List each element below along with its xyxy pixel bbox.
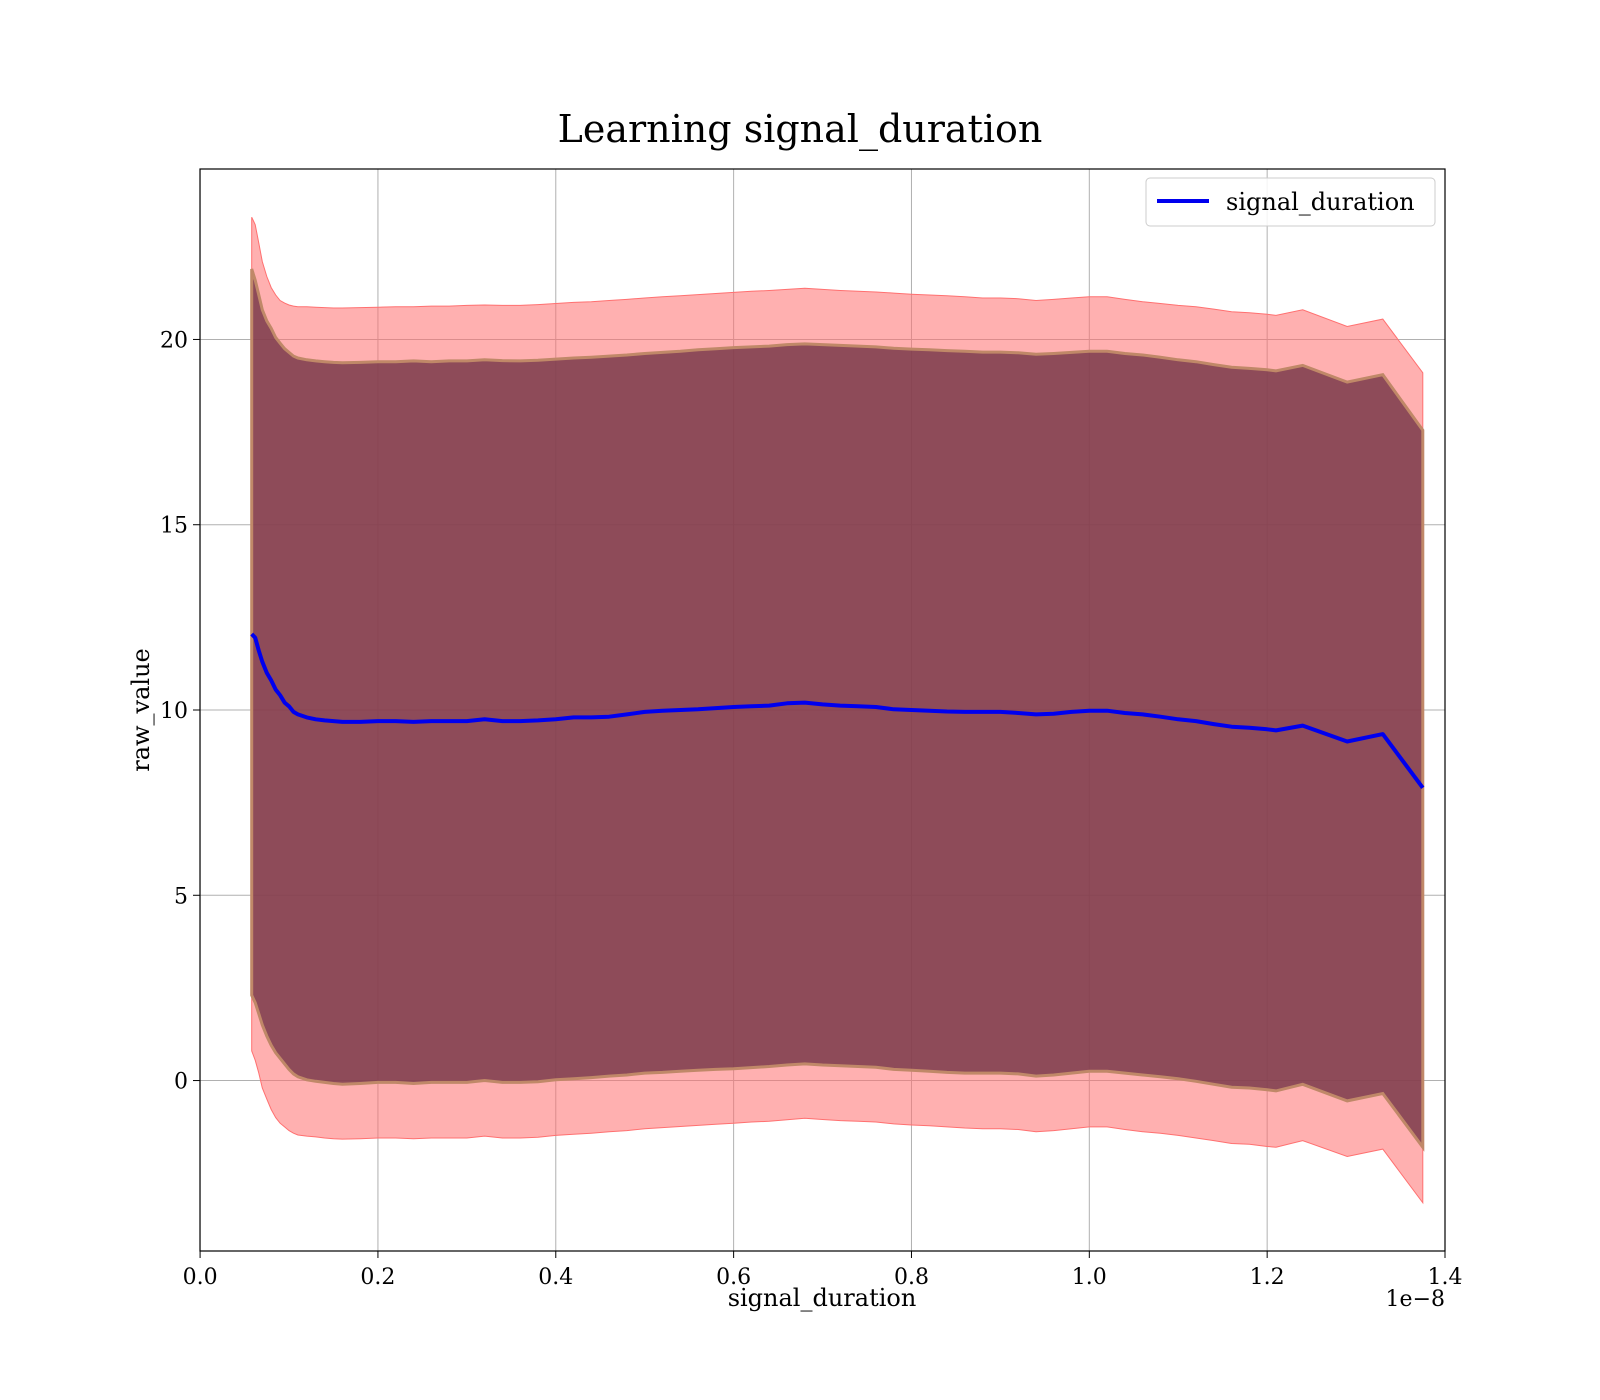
x-axis-ticks: 0.0 0.2 0.4 0.6 0.8 1.0 1.2 1.4 bbox=[183, 1251, 1463, 1290]
series-lines bbox=[250, 632, 1425, 789]
chart-title: Learning signal_duration bbox=[558, 107, 1043, 152]
legend: signal_duration bbox=[1145, 177, 1436, 227]
series-line-signal-duration bbox=[250, 632, 1425, 789]
x-axis-label: signal_duration bbox=[728, 1284, 917, 1312]
legend-entry-label: signal_duration bbox=[1226, 188, 1415, 216]
y-tick-label: 15 bbox=[160, 514, 188, 539]
x-axis-offset-label: 1e−8 bbox=[1386, 1287, 1445, 1312]
x-tick-label: 0.4 bbox=[538, 1265, 573, 1290]
y-axis-ticks: 0 5 10 15 20 bbox=[160, 328, 200, 1095]
x-tick-label: 0.6 bbox=[716, 1265, 751, 1290]
x-tick-label: 0.8 bbox=[894, 1265, 929, 1290]
x-tick-label: 1.2 bbox=[1250, 1265, 1285, 1290]
y-tick-label: 0 bbox=[174, 1070, 188, 1095]
y-tick-label: 20 bbox=[160, 328, 188, 353]
legend-box bbox=[1145, 177, 1436, 227]
x-tick-label: 0.2 bbox=[360, 1265, 395, 1290]
std-bands bbox=[250, 216, 1425, 1205]
x-tick-label: 1.0 bbox=[1072, 1265, 1107, 1290]
x-tick-label: 1.4 bbox=[1428, 1265, 1463, 1290]
x-tick-label: 0.0 bbox=[183, 1265, 218, 1290]
y-tick-label: 10 bbox=[160, 699, 188, 724]
inner-std-band bbox=[250, 268, 1425, 1152]
y-tick-label: 5 bbox=[174, 884, 188, 909]
y-axis-label: raw_value bbox=[127, 648, 155, 772]
